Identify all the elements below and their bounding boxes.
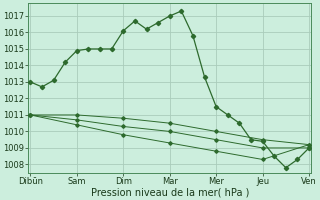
X-axis label: Pression niveau de la mer( hPa ): Pression niveau de la mer( hPa ) [91,187,249,197]
